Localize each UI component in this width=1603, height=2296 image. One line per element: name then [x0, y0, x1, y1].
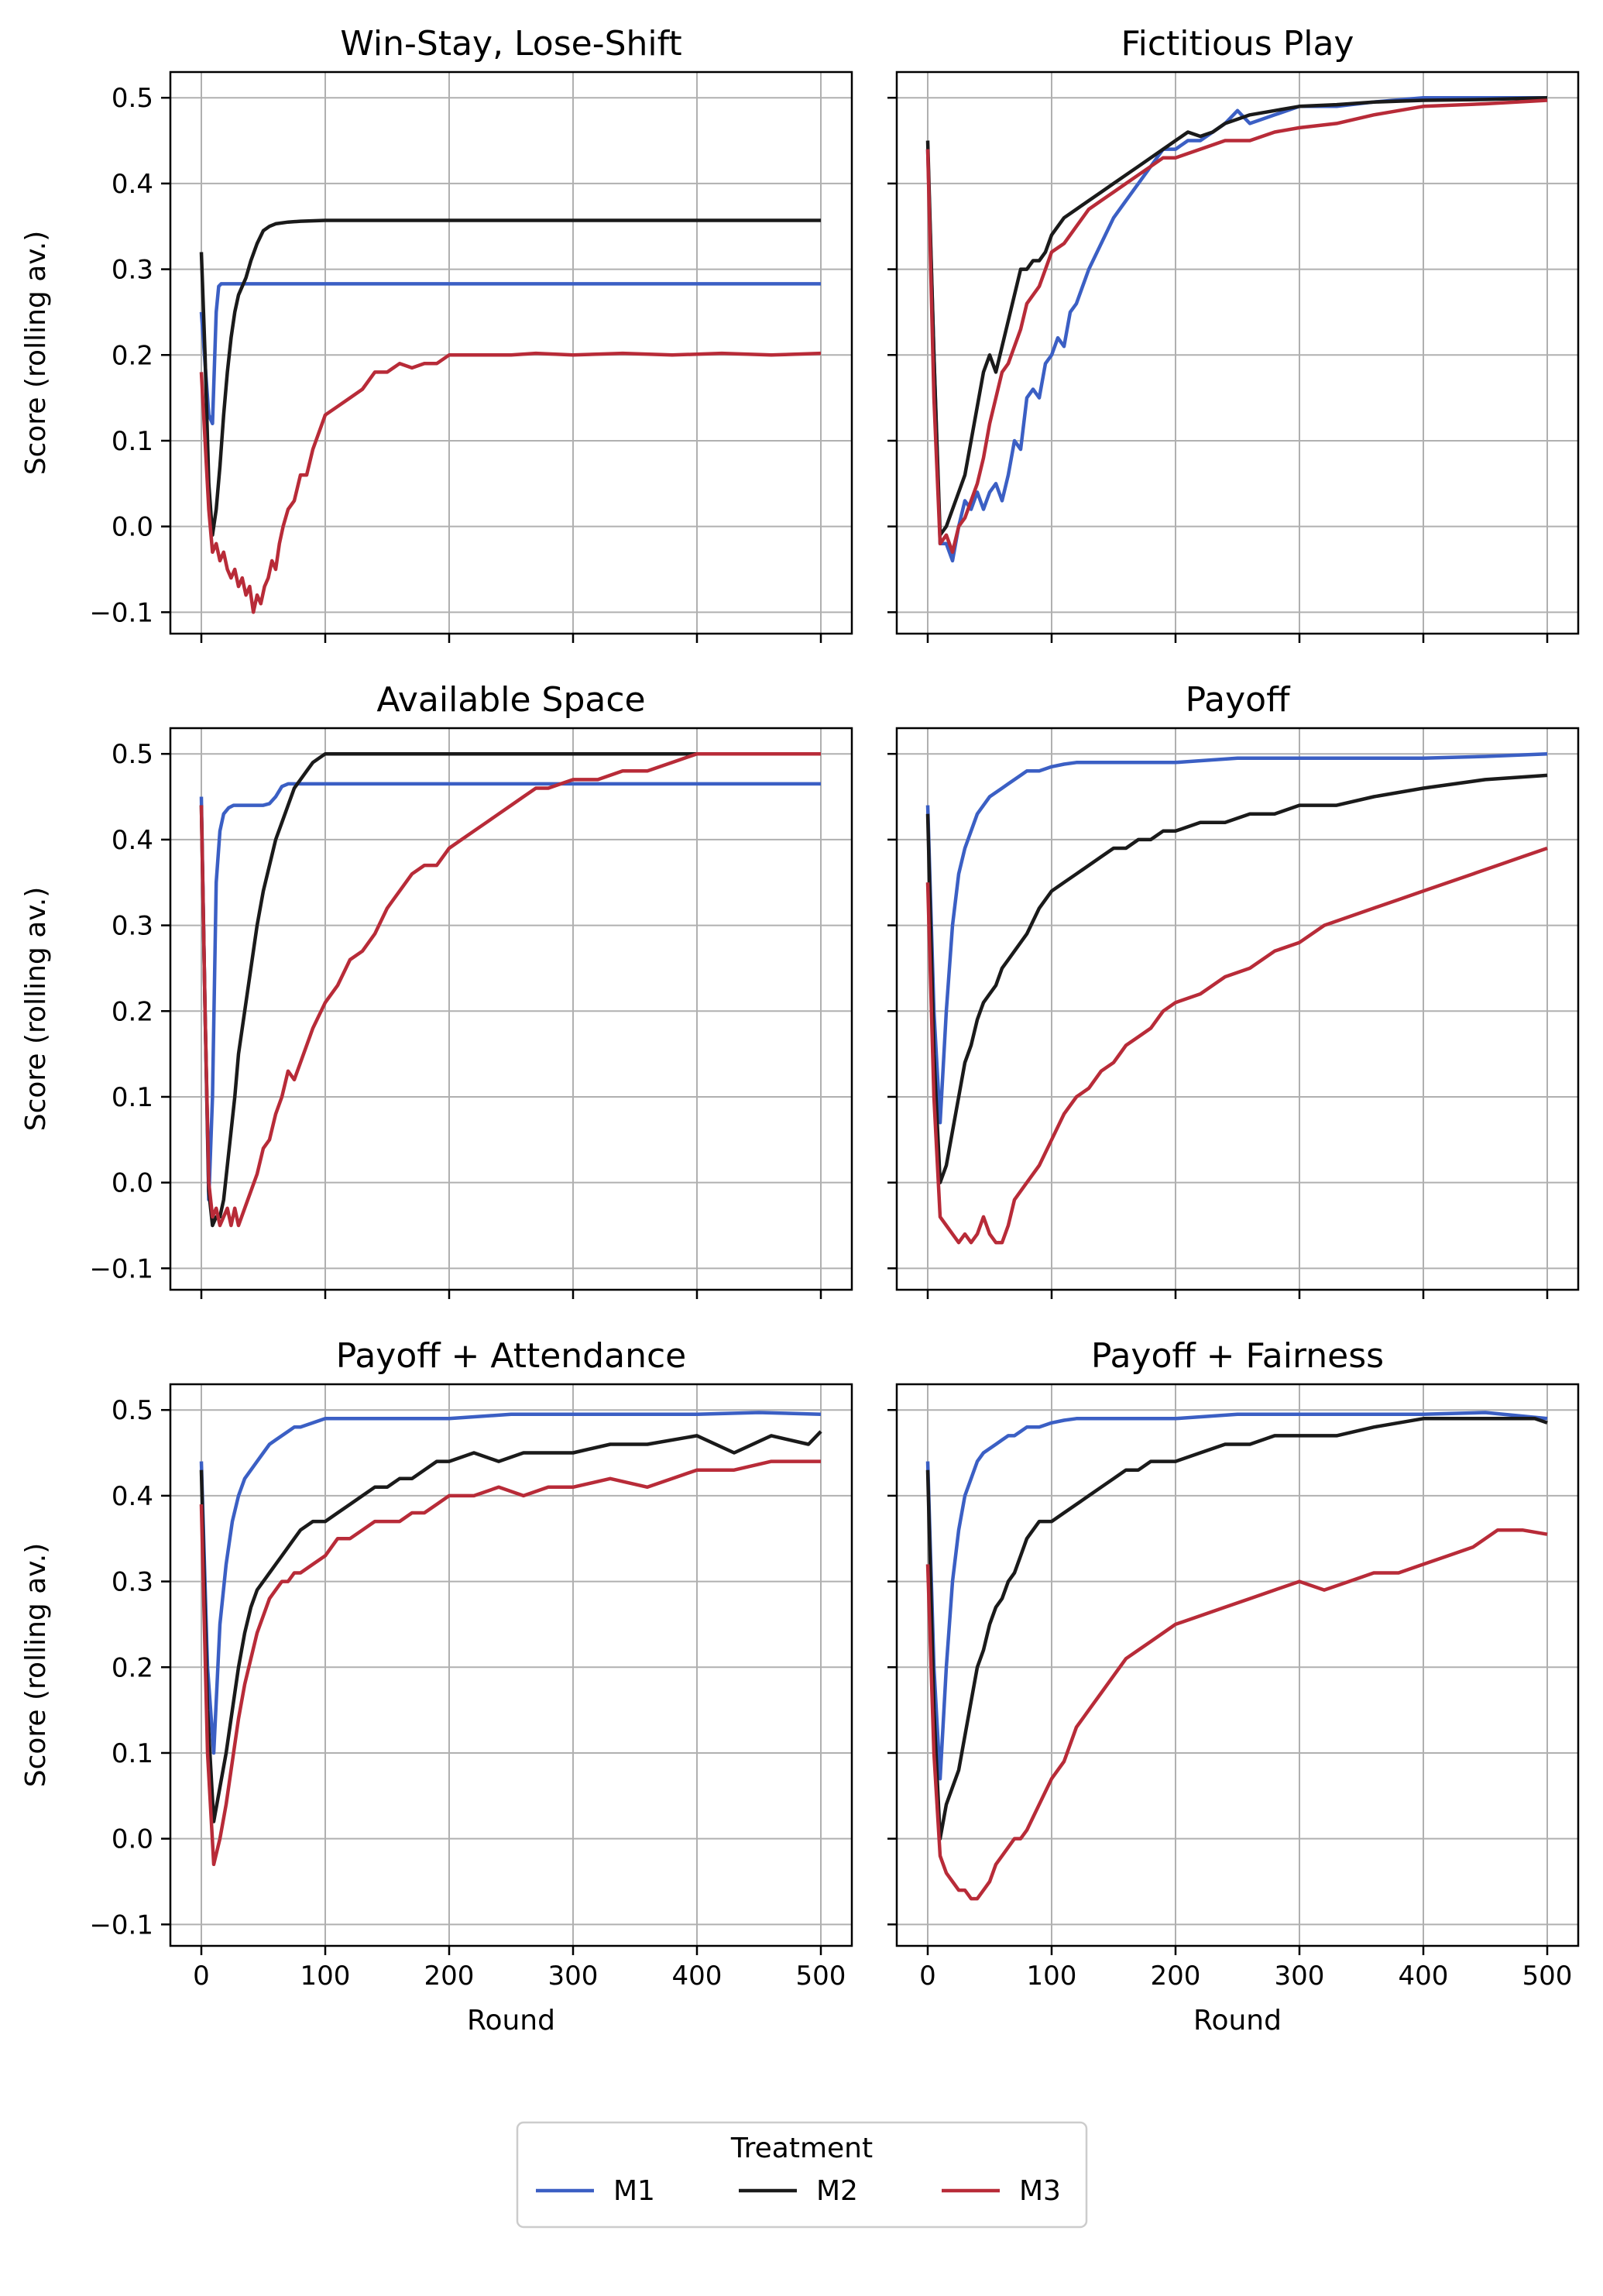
x-tick-label: 0 — [919, 1961, 936, 1992]
axes-frame — [895, 1383, 1580, 1947]
y-axis-label: Score (rolling av.) — [20, 1543, 52, 1788]
y-tick-label: 0.5 — [112, 83, 153, 114]
panel-title: Payoff + Fairness — [1091, 1336, 1384, 1376]
series-line-m3 — [925, 98, 1548, 555]
y-tick-label: −0.1 — [89, 1253, 153, 1284]
legend: Treatment M1 M2 M3 — [516, 2121, 1088, 2229]
y-tick-label: 0.1 — [112, 426, 153, 457]
panel-title: Payoff — [1186, 680, 1291, 720]
axes-frame — [169, 70, 853, 635]
y-tick-label: 0.3 — [112, 1567, 153, 1598]
panel-title: Payoff + Attendance — [336, 1336, 686, 1376]
y-tick-label: 0.3 — [112, 911, 153, 942]
series-line-m2 — [925, 773, 1548, 1184]
y-axis-label: Score (rolling av.) — [20, 887, 52, 1132]
series-line-m2 — [925, 95, 1548, 537]
y-tick-label: 0.0 — [112, 1824, 153, 1855]
y-tick-label: −0.1 — [89, 1909, 153, 1940]
panel-6: 0 100 200 300 400 500 Payoff + Fairness Round — [887, 1336, 1580, 2036]
panel-2: Fictitious Play — [887, 24, 1580, 643]
y-tick-label: 0.1 — [112, 1082, 153, 1113]
series-line-m2 — [199, 751, 821, 1228]
axes-frame — [169, 727, 853, 1291]
legend-label-m3: M3 — [1019, 2175, 1061, 2207]
y-tick-label: 0.4 — [112, 1481, 153, 1512]
series-line-m3 — [925, 846, 1548, 1245]
series-line-m3 — [199, 351, 822, 614]
x-tick-label: 300 — [1275, 1961, 1325, 1992]
axes-frame — [169, 1383, 853, 1947]
series-line-m2 — [925, 1417, 1548, 1841]
x-tick-label: 300 — [548, 1961, 599, 1992]
y-tick-label: 0.5 — [112, 739, 153, 770]
x-tick-label: 0 — [193, 1961, 210, 1992]
y-tick-label: 0.4 — [112, 169, 153, 200]
series-line-m3 — [199, 1459, 821, 1867]
y-tick-label: 0.2 — [112, 996, 153, 1027]
x-tick-label: 500 — [796, 1961, 846, 1992]
y-axis-label: Score (rolling av.) — [20, 231, 52, 476]
series-line-m3 — [199, 751, 821, 1228]
panel-title: Win-Stay, Lose-Shift — [340, 24, 681, 64]
series-line-m1 — [925, 1411, 1548, 1781]
axes-frame — [895, 727, 1580, 1291]
series-line-m1 — [199, 782, 821, 1202]
series-line-m2 — [199, 1430, 822, 1823]
y-tick-label: 0.2 — [112, 340, 153, 371]
panel-1: −0.1 0.0 0.1 0.2 0.3 0.4 0.5 Win-Stay, Lose-Shi… — [20, 24, 853, 643]
x-axis-label: Round — [1193, 2005, 1282, 2036]
x-tick-label: 500 — [1522, 1961, 1573, 1992]
y-tick-label: 0.4 — [112, 825, 153, 856]
legend-box — [516, 2121, 1088, 2229]
series-line-m2 — [199, 218, 821, 537]
x-axis-label: Round — [467, 2005, 555, 2036]
series-line-m1 — [925, 95, 1547, 563]
y-tick-label: 0.5 — [112, 1395, 153, 1426]
y-tick-label: 0.3 — [112, 255, 153, 286]
x-tick-label: 400 — [1399, 1961, 1449, 1992]
panel-4: Payoff — [887, 680, 1580, 1299]
legend-label-m2: M2 — [816, 2175, 858, 2207]
legend-label-m1: M1 — [613, 2175, 655, 2207]
series-line-m1 — [199, 282, 821, 426]
y-tick-label: 0.1 — [112, 1738, 153, 1769]
y-tick-label: −0.1 — [89, 597, 153, 628]
y-tick-label: 0.0 — [112, 1168, 153, 1199]
x-tick-label: 200 — [424, 1961, 475, 1992]
panel-title: Available Space — [376, 680, 645, 720]
series-line-m1 — [199, 1411, 822, 1755]
x-tick-label: 100 — [1027, 1961, 1077, 1992]
y-tick-label: 0.2 — [112, 1652, 153, 1683]
series-line-m1 — [925, 751, 1548, 1125]
panel-3: −0.1 0.0 0.1 0.2 0.3 0.4 0.5 Available Space Sco… — [20, 680, 853, 1299]
y-tick-label: 0.0 — [112, 512, 153, 543]
axes-frame — [895, 70, 1580, 635]
legend-title: Treatment — [730, 2133, 873, 2164]
panel-title: Fictitious Play — [1121, 24, 1354, 64]
panel-5: 0 100 200 300 400 500 −0.1 0.0 0.1 0.2 0.3 0.4 0.5 Pa… — [20, 1336, 853, 2036]
x-tick-label: 200 — [1151, 1961, 1201, 1992]
series-line-m3 — [925, 1528, 1548, 1901]
x-tick-label: 100 — [300, 1961, 351, 1992]
x-tick-label: 400 — [672, 1961, 723, 1992]
